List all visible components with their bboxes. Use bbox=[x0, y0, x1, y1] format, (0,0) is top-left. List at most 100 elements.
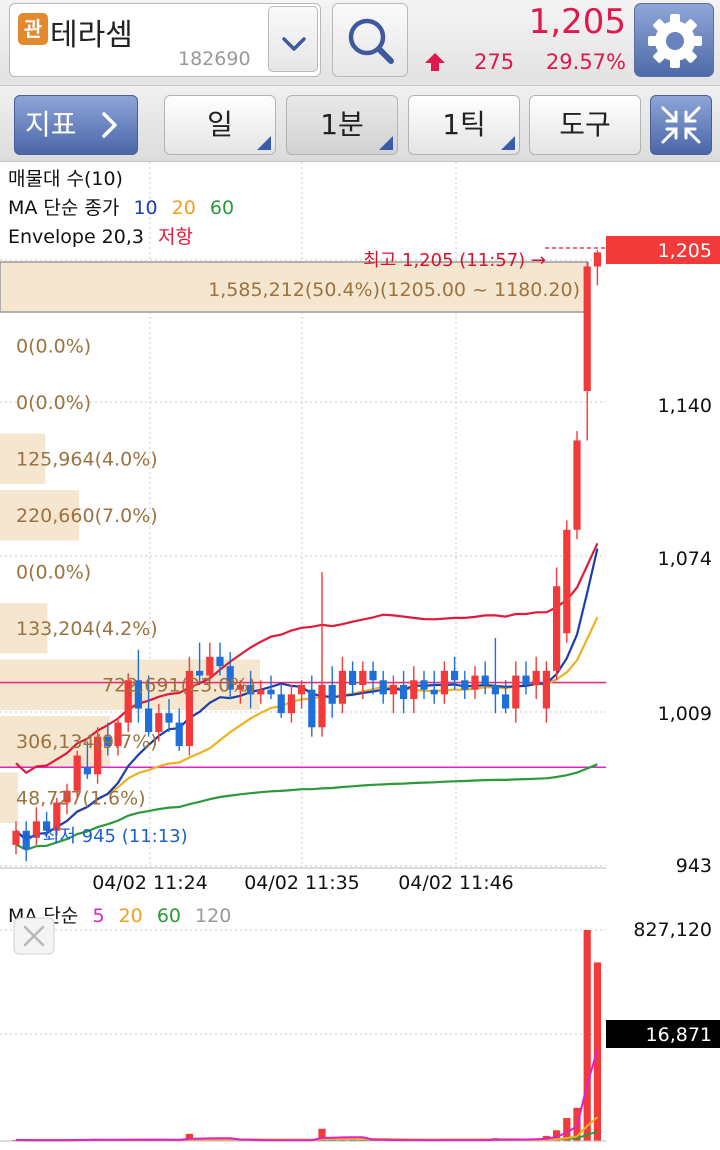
settings-button[interactable] bbox=[634, 3, 714, 77]
candle-body bbox=[124, 680, 132, 723]
candle-body bbox=[430, 689, 438, 695]
volume-grid bbox=[0, 929, 606, 1035]
candle-body bbox=[593, 252, 601, 267]
candlesticks bbox=[12, 250, 601, 862]
expand-button[interactable] bbox=[650, 95, 712, 155]
candle-body bbox=[502, 694, 510, 709]
candle-body bbox=[512, 675, 520, 709]
volume-bars bbox=[0, 930, 606, 1142]
legend-ma20: 20 bbox=[172, 197, 196, 219]
candle-body bbox=[155, 713, 163, 732]
volume-profile-bar bbox=[0, 716, 110, 767]
period-tick-button[interactable]: 1틱 bbox=[408, 95, 520, 155]
candle-body bbox=[257, 689, 265, 695]
volume-profile-bar bbox=[0, 603, 48, 654]
dropdown-corner-icon bbox=[257, 136, 271, 150]
last-price-marker bbox=[606, 236, 720, 264]
low-label: ← 최저 945 (11:13) bbox=[22, 826, 188, 847]
candle-body bbox=[461, 680, 469, 690]
tools-button[interactable]: 도구 bbox=[529, 95, 641, 155]
candle-body bbox=[216, 656, 224, 667]
candle-body bbox=[175, 722, 183, 747]
candle-body bbox=[318, 684, 326, 728]
candle-body bbox=[165, 713, 173, 723]
stock-header: 관 테라셈 182690 1,205 275 29.57% bbox=[0, 0, 720, 86]
dropdown-corner-icon bbox=[379, 136, 393, 150]
high-label: 최고 1,205 (11:57) → bbox=[363, 250, 546, 271]
volume-profile-label: 0(0.0%) bbox=[16, 562, 91, 584]
legend-envelope-prefix: Envelope 20,3 bbox=[8, 226, 144, 248]
candle-body bbox=[114, 722, 122, 747]
candle-body bbox=[308, 689, 316, 728]
legend-ma-prefix: MA 단순 종가 bbox=[8, 197, 119, 219]
time-tick-label: 04/02 11:24 bbox=[92, 872, 208, 894]
period-minute-label: 1분 bbox=[320, 108, 364, 141]
volume-bar bbox=[318, 1128, 326, 1141]
candle-body bbox=[369, 670, 377, 681]
volume-profile-bar bbox=[0, 490, 80, 541]
candle-body bbox=[277, 694, 285, 714]
volume-axis: 827,120 16,871 bbox=[606, 919, 720, 1048]
candle-body bbox=[583, 266, 591, 392]
volume-profile-label: 220,660(7.0%) bbox=[16, 505, 158, 527]
chart-annotations: 최고 1,205 (11:57) → ← 최저 945 (11:13) bbox=[22, 247, 606, 847]
volume-bar bbox=[349, 1139, 357, 1141]
price-change-percent: 29.57% bbox=[545, 50, 626, 74]
ma10-line bbox=[15, 548, 599, 842]
expand-arrows-icon bbox=[661, 106, 701, 144]
search-button[interactable] bbox=[332, 3, 408, 77]
candle-body bbox=[471, 675, 479, 690]
period-day-button[interactable]: 일 bbox=[164, 95, 276, 155]
price-axis: 1,205 1,140 1,074 1,009 943 bbox=[606, 236, 720, 877]
volume-profile-bar bbox=[0, 772, 19, 823]
candle-body bbox=[196, 670, 204, 676]
legend-ma10: 10 bbox=[133, 197, 157, 219]
price-chart[interactable]: 매물대 수(10) MA 단순 종가 10 20 60 Envelope 20,… bbox=[0, 162, 720, 898]
candle-body bbox=[287, 694, 295, 714]
volume-current-marker bbox=[606, 1020, 720, 1048]
ma60-line bbox=[15, 763, 598, 851]
volume-bar bbox=[553, 1130, 561, 1141]
candle-body bbox=[134, 680, 142, 709]
stock-code: 182690 bbox=[178, 48, 251, 70]
volume-bar bbox=[563, 1118, 571, 1141]
ma20-line bbox=[15, 616, 599, 842]
candle-body bbox=[440, 670, 448, 695]
indicator-button[interactable]: 지표 bbox=[14, 95, 138, 155]
legend-ma: MA 단순 종가 10 20 60 bbox=[8, 197, 234, 219]
volume-max-label: 827,120 bbox=[633, 919, 712, 941]
candle-body bbox=[573, 440, 581, 530]
period-minute-button[interactable]: 1분 bbox=[286, 95, 398, 155]
candle-body bbox=[553, 586, 561, 671]
volume-bar bbox=[359, 1139, 367, 1141]
candle-body bbox=[359, 670, 367, 685]
stock-selector[interactable]: 관 테라셈 182690 bbox=[9, 3, 321, 77]
stock-name: 테라셈 bbox=[50, 18, 133, 53]
candle-body bbox=[328, 684, 336, 704]
candle-body bbox=[400, 684, 408, 700]
period-day-label: 일 bbox=[207, 108, 233, 141]
last-price-label: 1,205 bbox=[658, 240, 712, 262]
up-arrow-icon bbox=[425, 53, 445, 71]
volume-profile-label: 125,964(4.0%) bbox=[16, 449, 158, 471]
candle-body bbox=[522, 675, 530, 685]
legend-ma60: 60 bbox=[210, 197, 234, 219]
time-tick-label: 04/02 11:35 bbox=[244, 872, 360, 894]
close-icon[interactable] bbox=[23, 925, 45, 947]
candle-body bbox=[349, 670, 357, 685]
indicator-label: 지표 bbox=[25, 108, 77, 141]
candle-body bbox=[32, 821, 40, 838]
volume-ma60: 60 bbox=[157, 905, 181, 927]
volume-ma5-line bbox=[15, 1049, 599, 1142]
stock-dropdown-button[interactable] bbox=[268, 6, 318, 72]
volume-profile-label: 133,204(4.2%) bbox=[16, 618, 158, 640]
close-indicator-button[interactable] bbox=[13, 917, 55, 955]
volume-ma20: 20 bbox=[119, 905, 143, 927]
price-tick-label: 1,009 bbox=[658, 703, 712, 725]
candle-body bbox=[247, 684, 255, 695]
candle-body bbox=[389, 684, 397, 695]
candle-body bbox=[491, 684, 499, 695]
candle-body bbox=[542, 670, 550, 709]
tools-label: 도구 bbox=[559, 108, 611, 141]
